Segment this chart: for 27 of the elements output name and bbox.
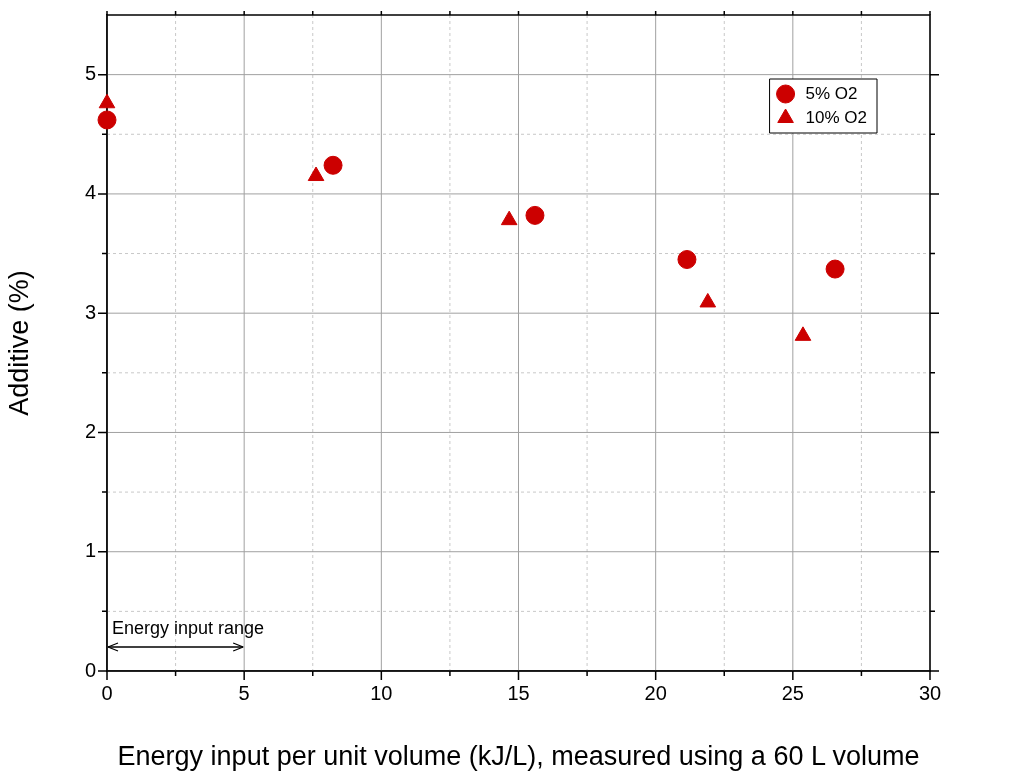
x-tick-label: 20 xyxy=(644,681,667,704)
x-tick-label: 0 xyxy=(101,681,113,704)
x-tick-label: 15 xyxy=(507,681,530,704)
x-tick-label: 25 xyxy=(781,681,804,704)
y-tick-label: 2 xyxy=(84,419,96,442)
point xyxy=(699,292,717,308)
y-tick-label: 1 xyxy=(84,539,96,562)
point xyxy=(500,210,518,226)
x-tick-label: 5 xyxy=(238,681,250,704)
y-tick-label: 4 xyxy=(84,181,96,204)
y-tick-label: 3 xyxy=(84,300,96,323)
y-axis-title: Additive (%) xyxy=(3,270,34,416)
point xyxy=(525,205,545,225)
annotation: Energy input range xyxy=(112,618,265,639)
x-tick-label: 10 xyxy=(370,681,393,704)
legend-label: 5% O2 xyxy=(805,83,858,103)
y-tick-label: 5 xyxy=(84,62,96,85)
point xyxy=(677,250,697,270)
legend-label: 10% O2 xyxy=(805,107,868,127)
y-tick-label: 0 xyxy=(84,658,96,681)
point xyxy=(825,259,845,279)
x-axis-title: Energy input per unit volume (kJ/L), measured using a 60 L volume xyxy=(117,741,920,772)
x-tick-label: 30 xyxy=(918,681,942,704)
point xyxy=(794,326,812,341)
point xyxy=(97,110,117,130)
point xyxy=(323,155,343,175)
point xyxy=(307,166,325,182)
